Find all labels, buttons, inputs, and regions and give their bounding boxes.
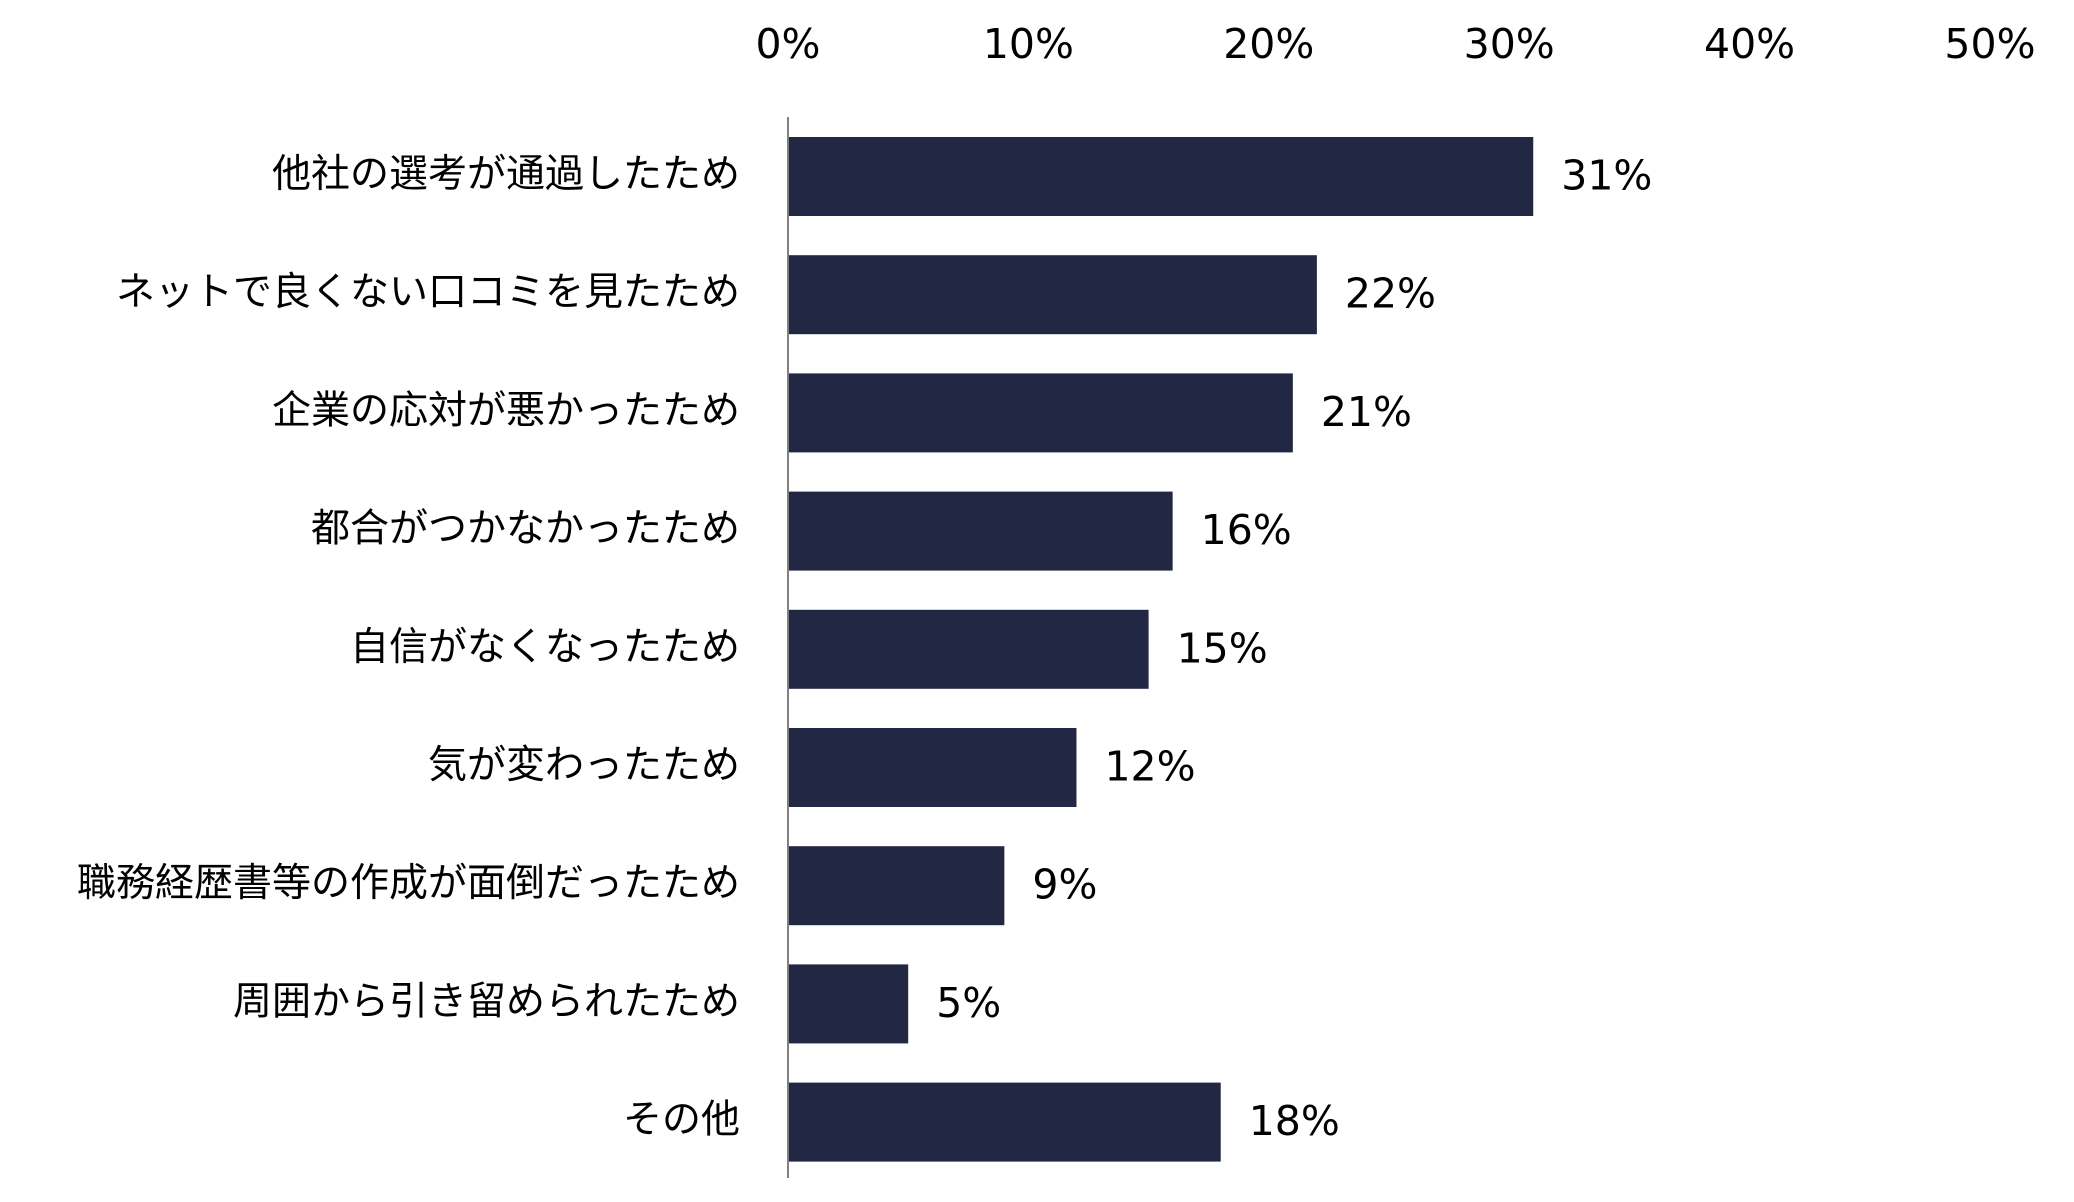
data-label: 18%: [1249, 1097, 1340, 1145]
x-tick-label: 30%: [1464, 20, 1555, 68]
data-label: 31%: [1561, 152, 1652, 200]
category-label: ネットで良くない口コミを見たため: [116, 270, 740, 315]
bar: [788, 373, 1293, 453]
data-label: 15%: [1177, 624, 1268, 672]
category-label: その他: [623, 1098, 740, 1143]
bars-group: [788, 137, 1534, 1162]
bar: [788, 609, 1149, 689]
bar: [788, 137, 1534, 216]
bar: [788, 728, 1077, 807]
x-axis-tick-labels: 0% 10% 20% 30% 40% 50%: [755, 20, 2035, 68]
data-label: 22%: [1345, 270, 1436, 318]
x-tick-label: 10%: [983, 20, 1074, 68]
x-tick-label: 20%: [1223, 20, 1314, 68]
bar: [788, 846, 1005, 926]
bar: [788, 1082, 1221, 1162]
bar: [788, 255, 1317, 335]
data-labels: 31% 22% 21% 16% 15% 12% 9% 5% 18%: [936, 152, 1652, 1146]
category-label: 気が変わったため: [428, 743, 740, 788]
data-label: 16%: [1201, 506, 1292, 554]
bar: [788, 964, 909, 1044]
x-tick-label: 40%: [1704, 20, 1795, 68]
x-tick-label: 0%: [755, 20, 820, 68]
data-label: 12%: [1104, 743, 1195, 791]
x-tick-label: 50%: [1944, 20, 2035, 68]
category-label: 企業の応対が悪かったため: [272, 388, 740, 433]
data-label: 21%: [1321, 388, 1412, 436]
category-labels: 他社の選考が通過したためネットで良くない口コミを見たため企業の応対が悪かったため…: [77, 152, 740, 1143]
category-label: 都合がつかなかったため: [311, 507, 740, 552]
category-label: 周囲から引き留められたため: [233, 979, 740, 1024]
category-label: 自信がなくなったため: [350, 625, 740, 670]
bar: [788, 491, 1173, 571]
category-label: 他社の選考が通過したため: [272, 152, 740, 197]
data-label: 9%: [1032, 861, 1097, 909]
category-label: 職務経歴書等の作成が面倒だったため: [77, 861, 740, 906]
data-label: 5%: [936, 979, 1001, 1027]
